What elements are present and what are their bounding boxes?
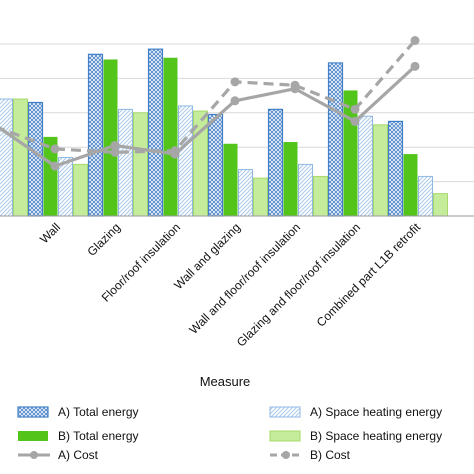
legend-swatch-a-space-heating-energy — [269, 406, 301, 418]
bar-a-space-heating-energy-4 — [238, 169, 253, 217]
bar-a-total-energy-2 — [87, 53, 104, 217]
bar-b-total-energy-1 — [43, 136, 58, 216]
point-b-cost-7 — [410, 36, 420, 46]
bar-a-space-heating-energy-7 — [418, 175, 433, 217]
point-a-cost-4 — [230, 96, 240, 106]
line-marks — [0, 36, 420, 171]
bar-a-total-energy-4 — [207, 113, 224, 217]
x-tick-label: Wall — [37, 220, 63, 246]
legend-label-a-cost: A) Cost — [58, 448, 99, 462]
bar-b-total-energy-2 — [103, 59, 118, 217]
bar-b-total-energy-7 — [403, 154, 418, 216]
point-b-cost-2 — [110, 147, 120, 157]
bar-b-total-energy-3 — [163, 57, 178, 217]
point-a-cost-2 — [110, 140, 120, 150]
bar-b-space-heating-energy-6 — [373, 124, 388, 217]
bar-marks — [0, 48, 448, 217]
bar-a-space-heating-energy-2 — [118, 108, 133, 217]
bar-b-total-energy-5 — [283, 142, 298, 216]
bar-b-space-heating-energy-0 — [13, 98, 28, 217]
legend-label-b-total-energy: B) Total energy — [58, 429, 139, 443]
legend-swatch-a-total-energy — [17, 406, 49, 418]
legend-label-a-total-energy: A) Total energy — [58, 405, 139, 419]
x-tick-label: Glazing and floor/roof insulation — [234, 220, 363, 349]
bar-b-space-heating-energy-4 — [253, 177, 268, 217]
point-b-cost-6 — [350, 104, 360, 114]
point-b-cost-1 — [50, 144, 60, 154]
legend-label-b-space-heating-energy: B) Space heating energy — [310, 429, 442, 443]
point-b-cost-4 — [230, 77, 240, 87]
bar-b-space-heating-energy-2 — [133, 112, 148, 217]
bar-a-total-energy-7 — [387, 120, 404, 217]
bar-a-total-energy-6 — [327, 62, 344, 217]
point-a-cost-6 — [350, 116, 360, 126]
legend-swatch-b-space-heating-energy — [269, 430, 301, 442]
bar-a-space-heating-energy-6 — [358, 115, 373, 217]
bar-a-space-heating-energy-0 — [0, 98, 13, 217]
bar-a-total-energy-3 — [147, 48, 164, 217]
x-tick-label: Glazing — [84, 220, 123, 259]
line-a-cost — [0, 65, 417, 168]
bar-a-space-heating-energy-5 — [298, 163, 313, 217]
bar-b-total-energy-4 — [223, 143, 238, 216]
legend-marker-a-cost — [30, 451, 38, 459]
bar-b-space-heating-energy-5 — [313, 175, 328, 217]
point-b-cost-3 — [170, 146, 180, 156]
legend: A) Total energy A) Space heating energy B)… — [17, 405, 442, 462]
legend-label-a-space-heating-energy: A) Space heating energy — [310, 405, 442, 419]
point-a-cost-7 — [410, 61, 420, 71]
line-b-cost — [0, 39, 417, 154]
x-tick-label: Wall and floor/roof insulation — [186, 220, 303, 337]
bar-a-space-heating-energy-1 — [58, 157, 73, 217]
point-b-cost-5 — [290, 80, 300, 90]
bar-a-space-heating-energy-3 — [178, 105, 193, 217]
x-axis-title: Measure — [200, 374, 251, 389]
legend-swatch-b-total-energy — [18, 431, 48, 441]
bar-a-total-energy-1 — [27, 101, 44, 217]
bar-b-space-heating-energy-1 — [73, 163, 88, 217]
bar-b-space-heating-energy-7 — [433, 193, 448, 217]
x-tick-label: Combined part L1B retrofit — [314, 220, 424, 330]
legend-label-b-cost: B) Cost — [310, 448, 351, 462]
point-a-cost-1 — [50, 161, 60, 171]
x-tick-label: ine — [0, 220, 3, 241]
legend-marker-b-cost — [282, 451, 290, 459]
bar-a-total-energy-5 — [267, 108, 284, 217]
